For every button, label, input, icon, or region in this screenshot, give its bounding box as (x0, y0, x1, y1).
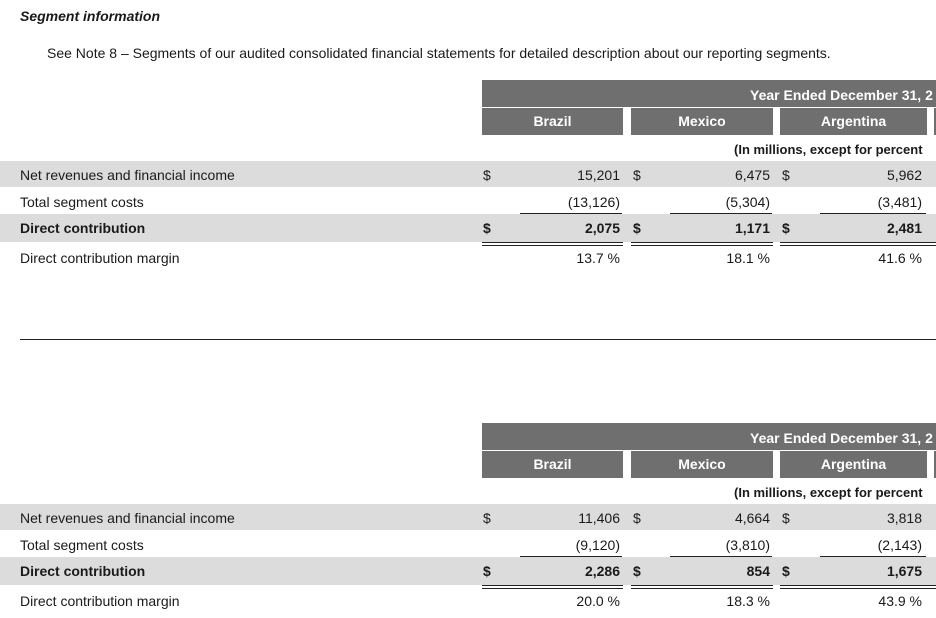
value-argentina: 3,818 (886, 510, 922, 526)
table-row: Total segment costs (9,120) (3,810) (2,1… (0, 531, 936, 558)
currency-symbol: $ (782, 167, 790, 183)
currency-symbol: $ (483, 220, 491, 236)
currency-symbol: $ (483, 167, 491, 183)
table-row: Direct contribution margin 13.7 % 18.1 %… (0, 244, 936, 271)
subtotal-rule (820, 556, 926, 557)
currency-symbol: $ (633, 220, 641, 236)
segment-header-mexico: Mexico (631, 108, 773, 135)
total-double-rule (780, 242, 936, 246)
row-label: Net revenues and financial income (20, 510, 235, 526)
segment-table-1: Year Ended December 31, 2 Brazil Mexico … (0, 80, 936, 270)
value-argentina: 1,675 (886, 563, 922, 579)
value-mexico: (5,304) (725, 194, 770, 210)
value-mexico: 18.3 % (726, 593, 770, 609)
segment-table-2: Year Ended December 31, 2 Brazil Mexico … (0, 423, 936, 613)
row-label: Total segment costs (20, 194, 144, 210)
period-header: Year Ended December 31, 2 (482, 423, 936, 450)
table-row: Direct contribution $ 2,075 $ 1,171 $ 2,… (0, 214, 936, 242)
total-double-rule (482, 242, 623, 246)
subtotal-rule (670, 213, 772, 214)
value-argentina: 41.6 % (878, 250, 922, 266)
row-label: Direct contribution (20, 563, 146, 579)
currency-symbol: $ (782, 510, 790, 526)
currency-symbol: $ (782, 563, 790, 579)
segment-header-cutoff (934, 108, 936, 135)
value-mexico: 854 (746, 563, 770, 579)
segment-header-mexico: Mexico (631, 451, 773, 478)
value-mexico: 18.1 % (726, 250, 770, 266)
total-double-rule (631, 585, 773, 589)
segment-header-brazil: Brazil (482, 108, 623, 135)
subtotal-rule (520, 556, 622, 557)
table-row: Direct contribution margin 20.0 % 18.3 %… (0, 587, 936, 614)
row-label: Direct contribution margin (20, 593, 180, 609)
period-header: Year Ended December 31, 2 (482, 80, 936, 107)
subtotal-rule (670, 556, 772, 557)
row-label: Direct contribution (20, 220, 146, 236)
currency-symbol: $ (633, 167, 641, 183)
total-double-rule (631, 242, 773, 246)
segment-header-brazil: Brazil (482, 451, 623, 478)
segment-header-argentina: Argentina (780, 451, 927, 478)
value-argentina: (2,143) (877, 537, 922, 553)
currency-symbol: $ (483, 510, 491, 526)
value-argentina: (3,481) (877, 194, 922, 210)
section-heading: Segment information (20, 8, 161, 24)
table-row: Net revenues and financial income $ 15,2… (0, 161, 936, 187)
value-brazil: 2,075 (584, 220, 620, 236)
value-brazil: 11,406 (578, 510, 620, 526)
table-row: Direct contribution $ 2,286 $ 854 $ 1,67… (0, 557, 936, 585)
value-brazil: 2,286 (584, 563, 620, 579)
currency-symbol: $ (633, 563, 641, 579)
section-divider (20, 339, 936, 340)
value-argentina: 43.9 % (878, 593, 922, 609)
value-mexico: 6,475 (734, 167, 770, 183)
row-label: Direct contribution margin (20, 250, 180, 266)
value-brazil: 13.7 % (576, 250, 620, 266)
subtotal-rule (820, 213, 926, 214)
value-mexico: (3,810) (725, 537, 770, 553)
value-brazil: (9,120) (575, 537, 620, 553)
section-note: See Note 8 – Segments of our audited con… (47, 45, 831, 61)
currency-symbol: $ (782, 220, 790, 236)
unit-note: (In millions, except for percent (734, 485, 923, 500)
currency-symbol: $ (483, 563, 491, 579)
value-argentina: 5,962 (886, 167, 922, 183)
value-brazil: 15,201 (577, 167, 620, 183)
currency-symbol: $ (633, 510, 641, 526)
table-row: Net revenues and financial income $ 11,4… (0, 504, 936, 530)
row-label: Net revenues and financial income (20, 167, 235, 183)
total-double-rule (482, 585, 623, 589)
value-brazil: (13,126) (567, 194, 620, 210)
value-argentina: 2,481 (886, 220, 922, 236)
value-mexico: 1,171 (734, 220, 770, 236)
value-mexico: 4,664 (734, 510, 770, 526)
table-row: Total segment costs (13,126) (5,304) (3,… (0, 188, 936, 215)
segment-header-cutoff (934, 451, 936, 478)
unit-note: (In millions, except for percent (734, 142, 923, 157)
value-brazil: 20.0 % (576, 593, 620, 609)
row-label: Total segment costs (20, 537, 144, 553)
subtotal-rule (520, 213, 622, 214)
total-double-rule (780, 585, 936, 589)
segment-header-argentina: Argentina (780, 108, 927, 135)
